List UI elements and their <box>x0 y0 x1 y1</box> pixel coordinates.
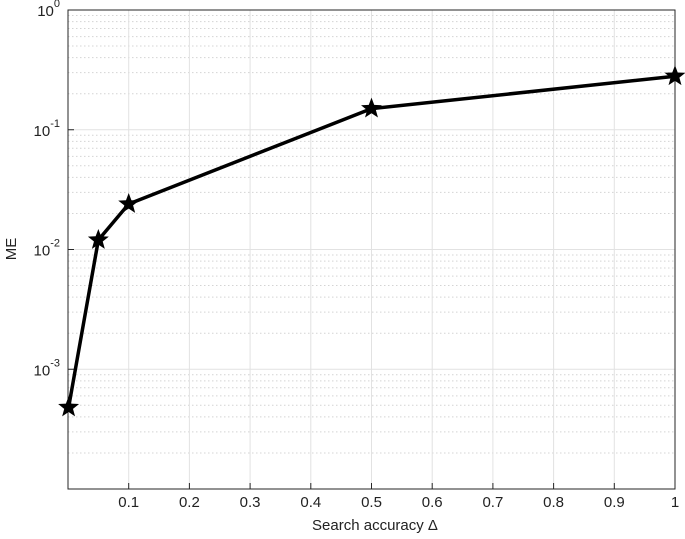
y-tick-base: 10 <box>37 3 54 20</box>
y-tick-label: 10-2 <box>34 237 60 259</box>
x-tick-label: 0.8 <box>543 494 564 511</box>
x-tick-label: 0.5 <box>361 494 382 511</box>
y-tick-exponent: 0 <box>54 0 60 10</box>
data-point <box>87 229 109 249</box>
x-tick-label: 0.6 <box>422 494 443 511</box>
x-tick-label: 0.7 <box>482 494 503 511</box>
y-tick-exponent: -1 <box>50 118 60 130</box>
y-tick-exponent: -3 <box>50 357 60 369</box>
x-tick-label: 0.4 <box>300 494 321 511</box>
y-tick-label: 100 <box>37 0 60 20</box>
y-tick-exponent: -2 <box>50 237 60 249</box>
x-tick-label: 0.9 <box>604 494 625 511</box>
y-axis-label: ME <box>3 238 20 261</box>
data-point <box>118 192 140 213</box>
x-tick-label: 0.3 <box>240 494 261 511</box>
data-point <box>664 65 685 86</box>
y-tick-label: 10-1 <box>34 118 60 140</box>
y-tick-base: 10 <box>34 123 51 140</box>
x-tick-label: 0.2 <box>179 494 200 511</box>
x-axis-label: Search accuracy Δ <box>312 517 438 534</box>
y-tick-base: 10 <box>34 362 51 379</box>
grid-layer <box>68 9 676 489</box>
x-tick-label: 0.1 <box>118 494 139 511</box>
y-tick-base: 10 <box>34 242 51 259</box>
data-point <box>58 396 80 417</box>
x-tick-label: 1 <box>671 494 679 511</box>
y-tick-label: 10-3 <box>34 357 60 379</box>
data-point <box>361 97 382 118</box>
